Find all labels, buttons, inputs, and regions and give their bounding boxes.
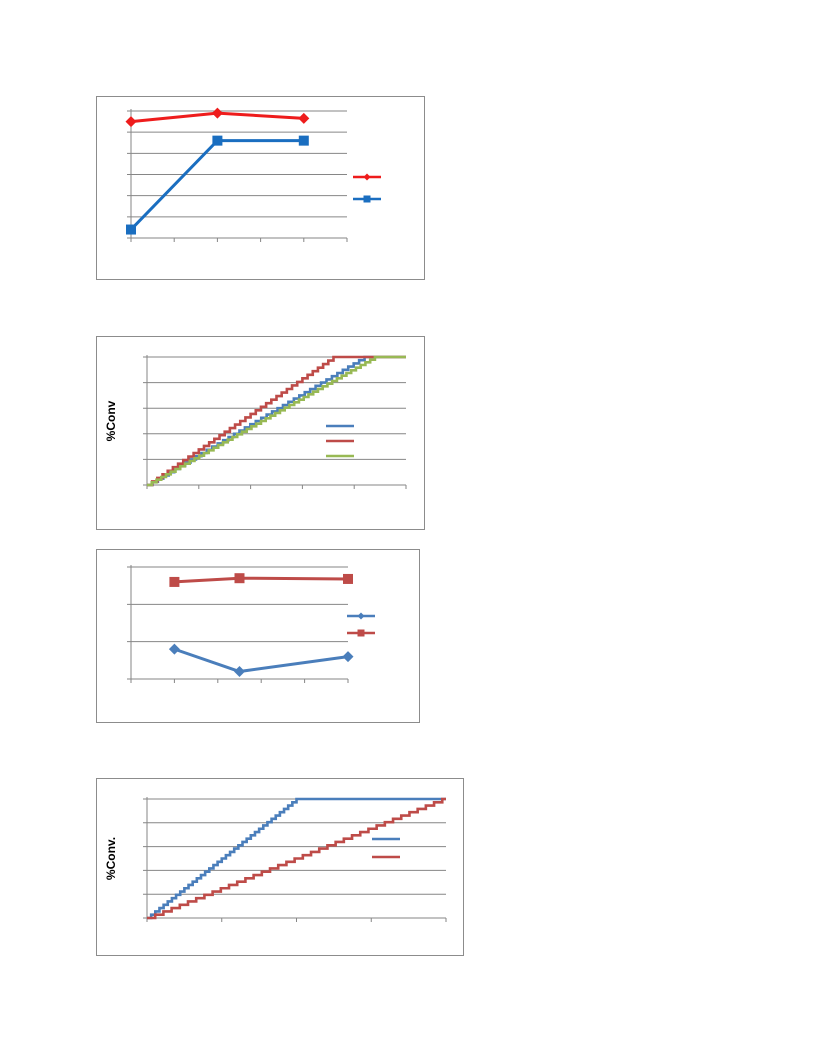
- data-point: [298, 135, 309, 146]
- series-line: [147, 797, 446, 920]
- data-point: [211, 107, 223, 119]
- chart-2-svg: %Conv: [104, 355, 407, 489]
- legend-marker: [357, 629, 365, 637]
- data-point: [212, 135, 223, 146]
- legend-marker: [363, 173, 371, 181]
- data-point: [234, 666, 245, 678]
- chart-3-frame: [96, 549, 420, 723]
- y-axis-label: %Conv.: [104, 837, 118, 880]
- series-line: [147, 797, 446, 920]
- chart-4-frame: %Conv.: [96, 778, 464, 956]
- y-axis-label: %Conv: [104, 400, 118, 441]
- legend-marker: [357, 612, 365, 620]
- series-line: [147, 355, 406, 487]
- chart-4-svg: %Conv.: [104, 797, 447, 922]
- data-point: [298, 112, 310, 124]
- data-point: [342, 651, 354, 663]
- data-point: [343, 573, 353, 584]
- legend-marker: [363, 195, 371, 203]
- series-line: [173, 647, 349, 674]
- series-line: [147, 355, 406, 487]
- chart-1-frame: [96, 96, 425, 280]
- series-line: [129, 139, 304, 231]
- chart-1-svg: [125, 107, 381, 242]
- data-point: [125, 116, 137, 128]
- data-point: [234, 573, 245, 584]
- data-point: [126, 224, 136, 235]
- chart-2-frame: %Conv: [96, 336, 425, 530]
- chart-3-svg: [127, 565, 375, 683]
- series-line: [174, 576, 349, 584]
- data-point: [168, 643, 180, 655]
- data-point: [169, 576, 180, 587]
